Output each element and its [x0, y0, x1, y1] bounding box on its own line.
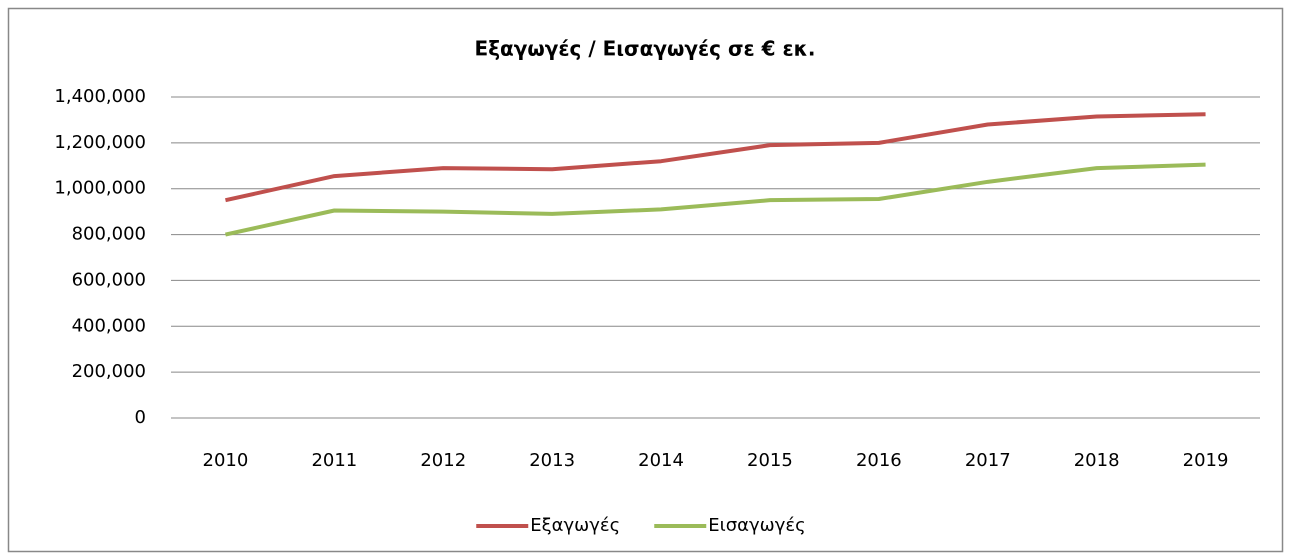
y-tick-label: 0: [135, 407, 146, 428]
x-tick-label: 2012: [420, 450, 466, 471]
chart-title: Εξαγωγές / Εισαγωγές σε € εκ.: [475, 37, 816, 61]
x-tick-label: 2010: [203, 450, 249, 471]
line: [225, 112, 1206, 203]
legend-label: Εξαγωγές: [530, 515, 620, 536]
x-tick-label: 2018: [1074, 450, 1120, 471]
x-tick-label: 2016: [856, 450, 902, 471]
y-tick-label: 800,000: [72, 224, 146, 245]
line: [225, 162, 1206, 237]
y-tick-label: 600,000: [72, 269, 146, 290]
y-tick-label: 400,000: [72, 315, 146, 336]
x-tick-label: 2014: [638, 450, 684, 471]
y-tick-label: 1,400,000: [54, 86, 146, 107]
y-tick-label: 1,000,000: [54, 178, 146, 199]
x-tick-label: 2017: [965, 450, 1011, 471]
x-tick-label: 2019: [1183, 450, 1229, 471]
y-tick-label: 1,200,000: [54, 132, 146, 153]
x-tick-label: 2013: [529, 450, 575, 471]
legend-label: Εισαγωγές: [708, 515, 805, 536]
x-tick-label: 2011: [311, 450, 357, 471]
y-tick-label: 200,000: [72, 361, 146, 382]
x-tick-label: 2015: [747, 450, 793, 471]
